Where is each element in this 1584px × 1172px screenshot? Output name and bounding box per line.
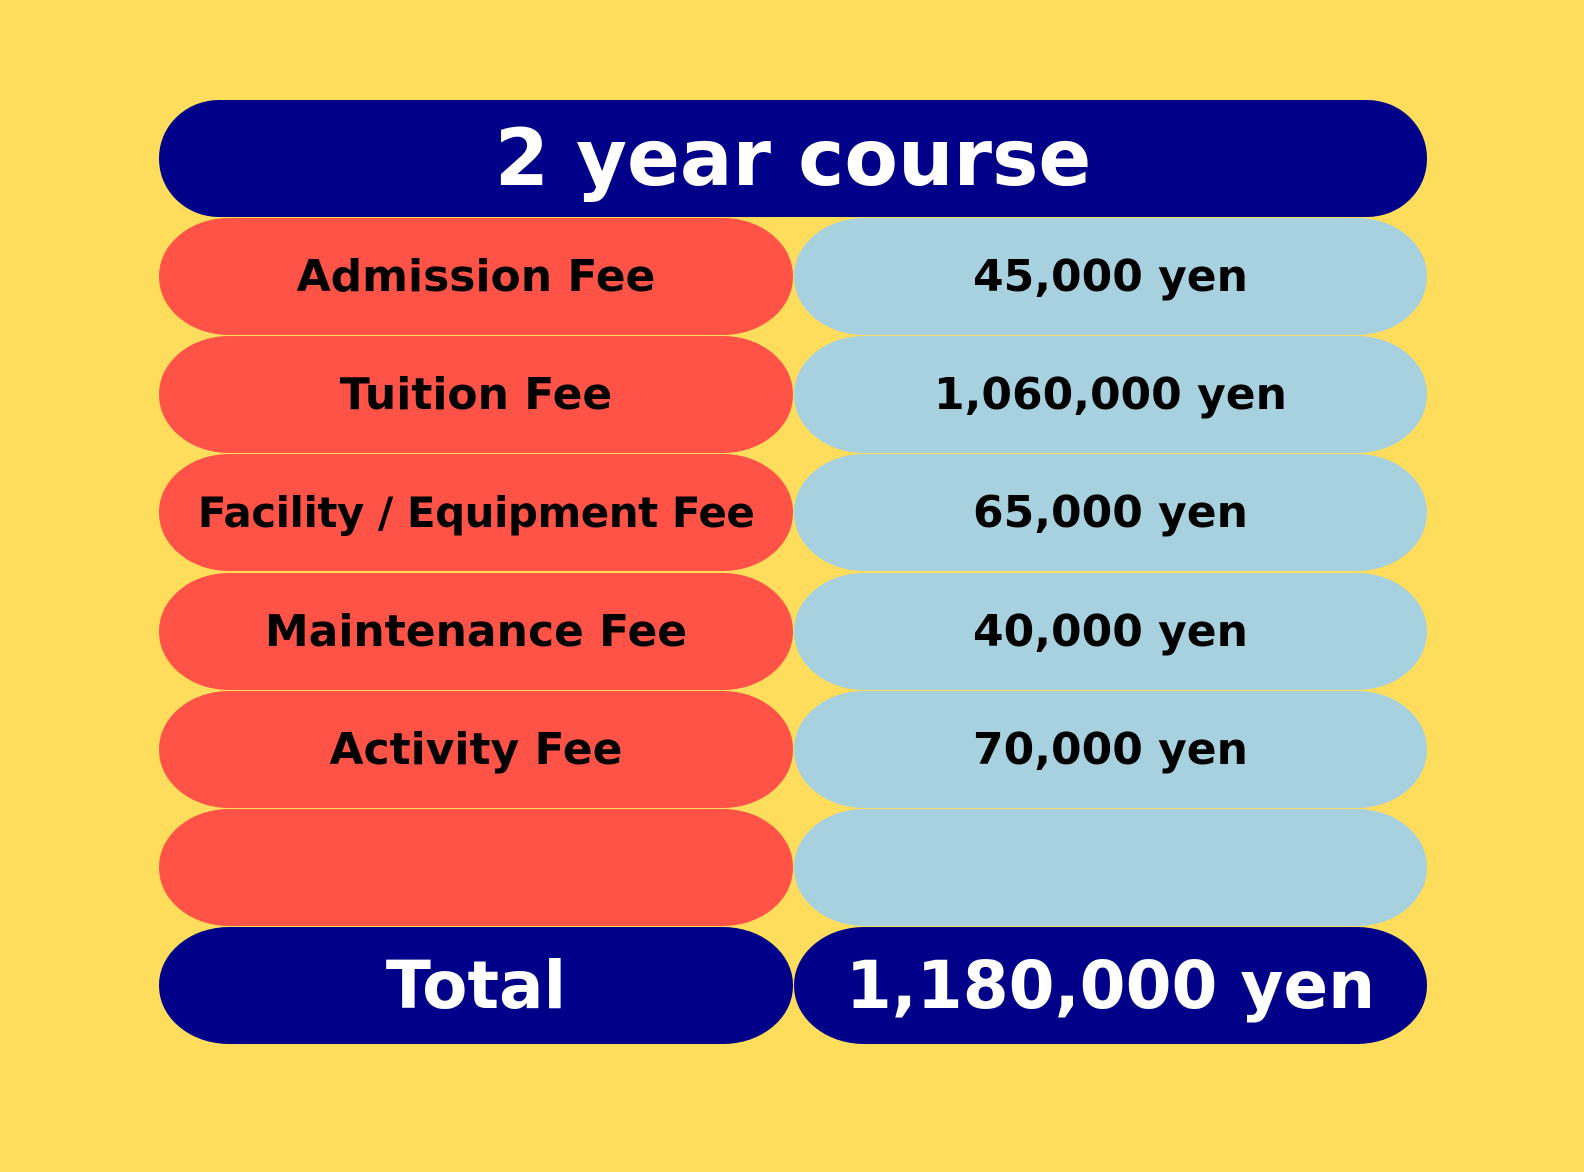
fee-value-empty bbox=[794, 809, 1427, 926]
fee-value-facility: 65,000 yen bbox=[794, 454, 1427, 571]
fee-label-admission: Admission Fee bbox=[159, 218, 793, 335]
fee-label-tuition: Tuition Fee bbox=[159, 336, 793, 453]
fee-value-tuition: 1,060,000 yen bbox=[794, 336, 1427, 453]
fee-label-empty bbox=[159, 809, 793, 926]
fee-value-activity: 70,000 yen bbox=[794, 691, 1427, 808]
page-title: 2 year course bbox=[159, 100, 1427, 217]
total-value: 1,180,000 yen bbox=[794, 927, 1427, 1044]
fee-label-maintenance: Maintenance Fee bbox=[159, 573, 793, 690]
fee-value-admission: 45,000 yen bbox=[794, 218, 1427, 335]
fee-label-facility: Facility / Equipment Fee bbox=[159, 454, 793, 571]
total-label: Total bbox=[159, 927, 793, 1044]
fee-label-activity: Activity Fee bbox=[159, 691, 793, 808]
fee-value-maintenance: 40,000 yen bbox=[794, 573, 1427, 690]
